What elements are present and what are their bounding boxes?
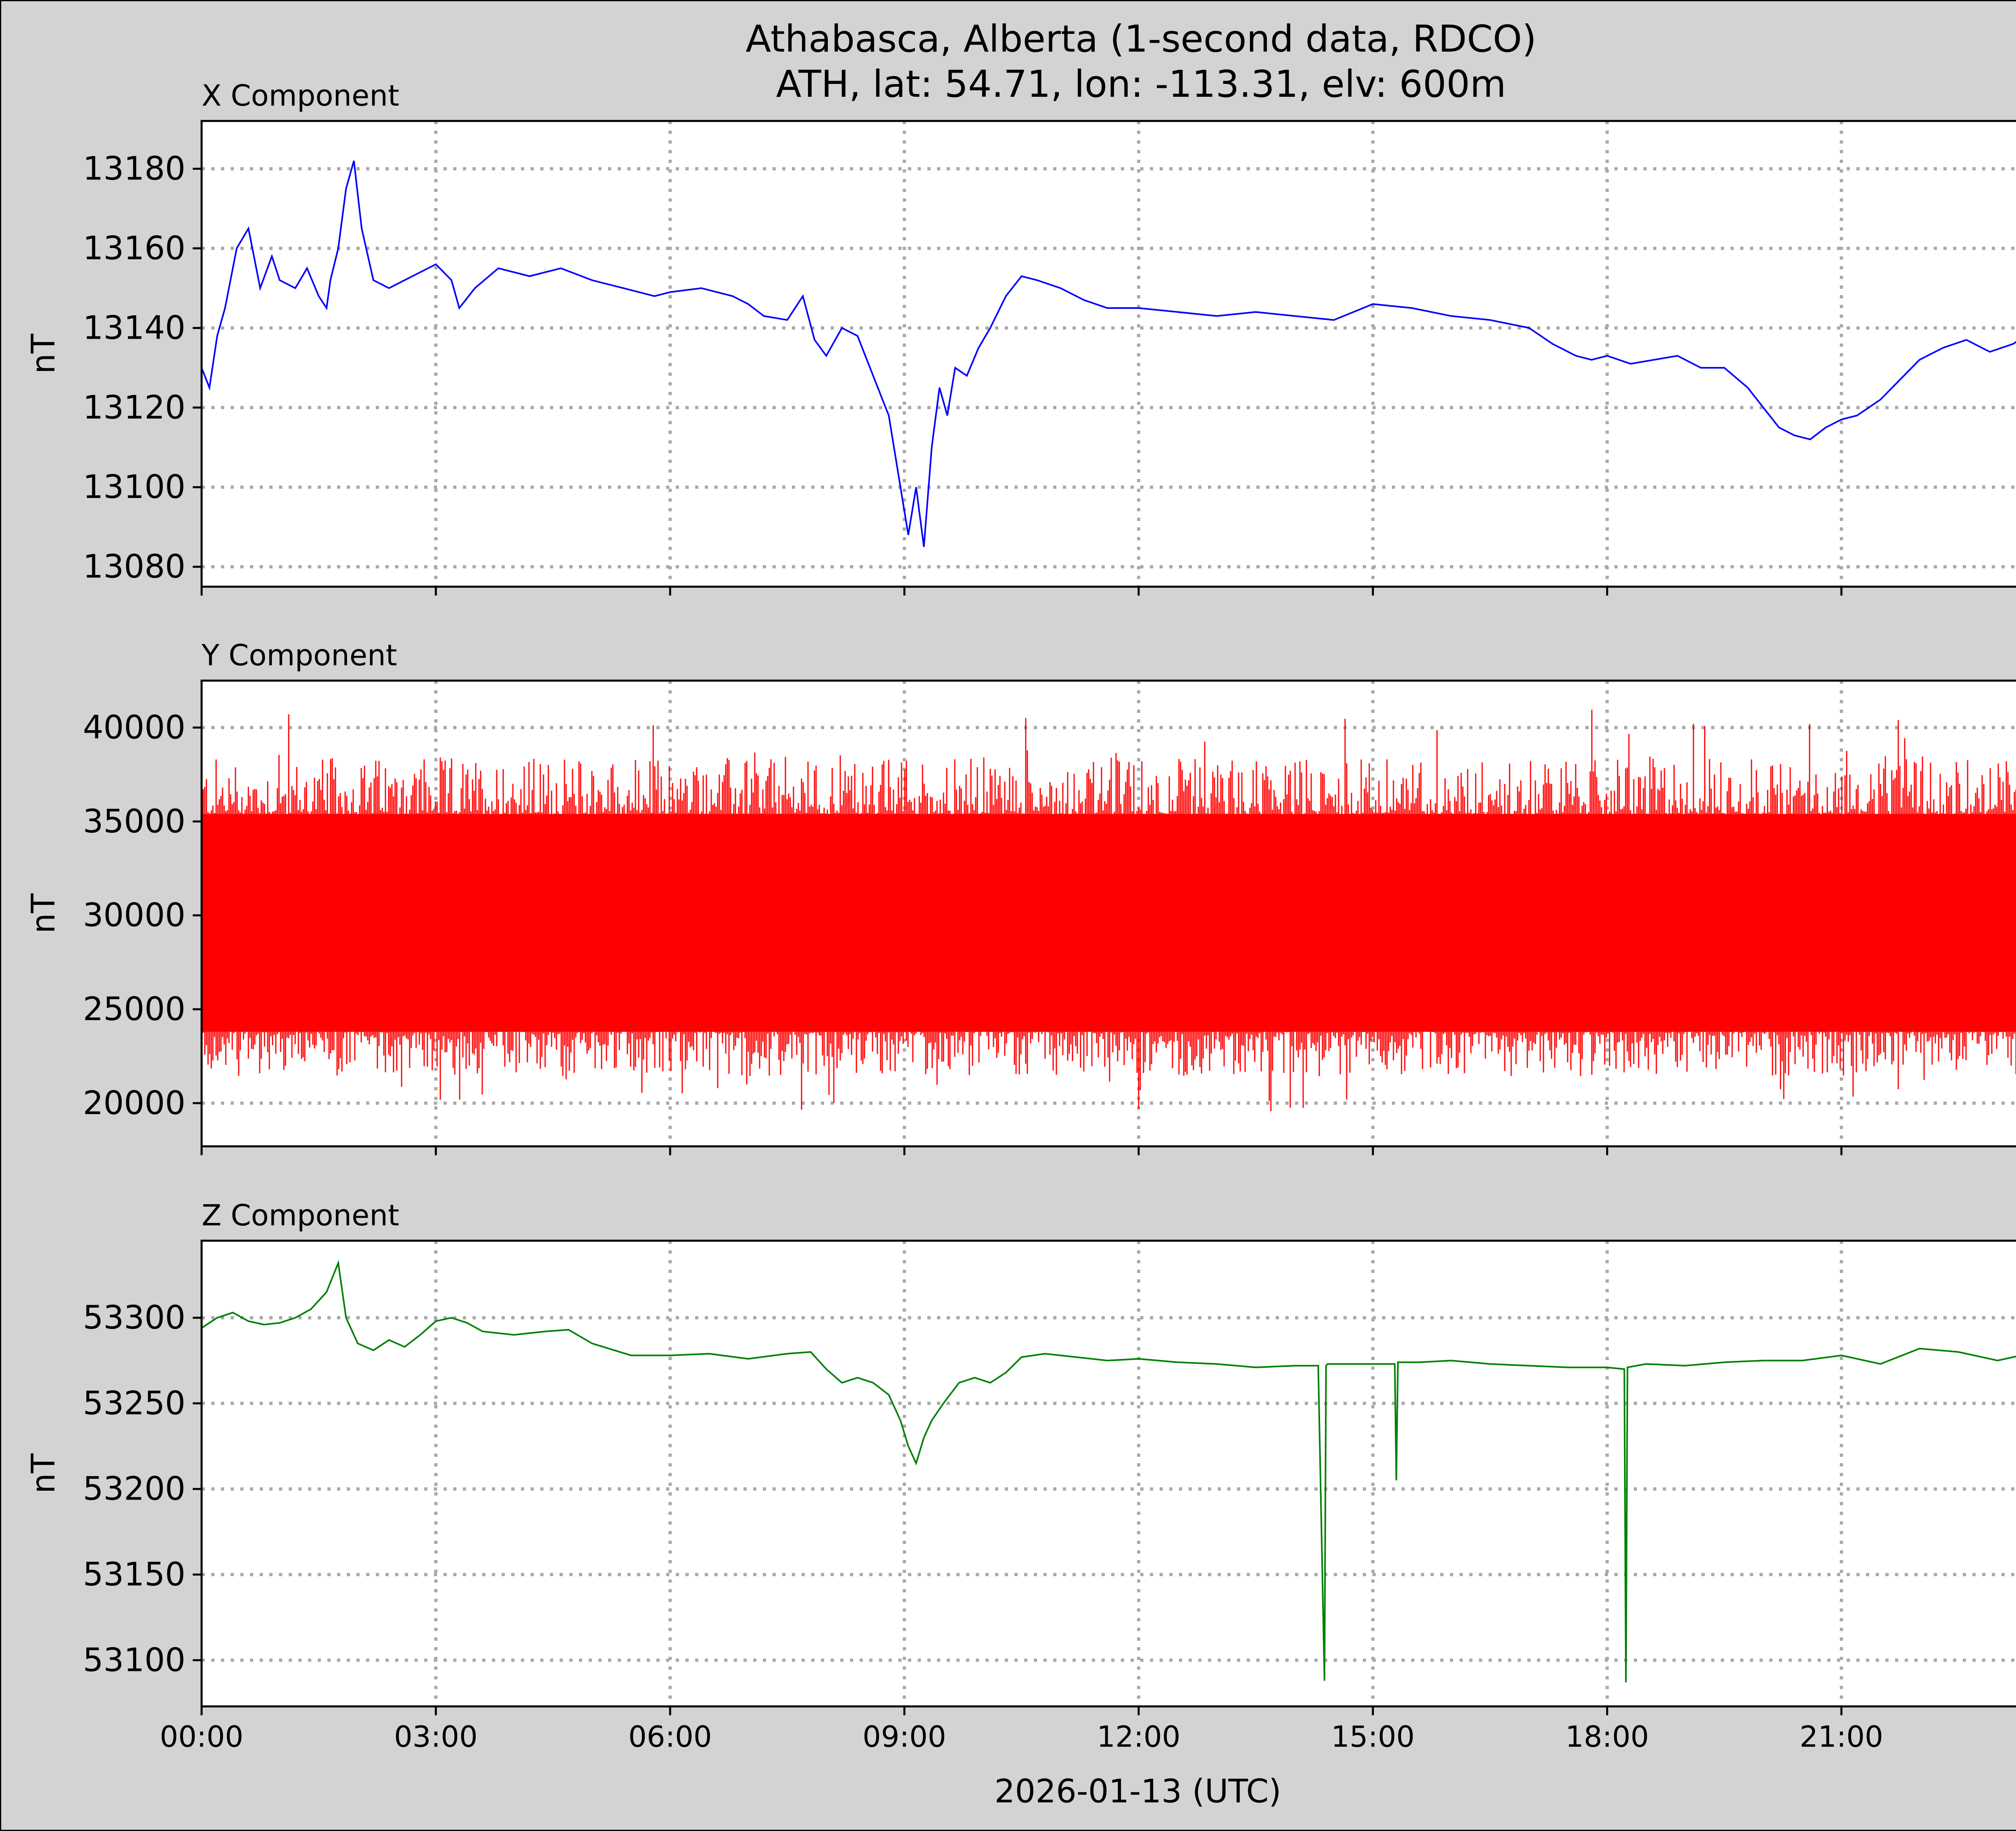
y-tick-label: 25000	[83, 990, 186, 1028]
panel-2: Y Component nT 20000 25000 30000 35000 40000	[25, 638, 2016, 1155]
x-tick-label: 06:00	[628, 1720, 712, 1754]
x-tick-label: 12:00	[1097, 1720, 1181, 1754]
y-tick-label: 13080	[83, 548, 186, 585]
y-axis-label: nT	[25, 333, 62, 374]
plot-frame	[200, 1239, 2016, 1708]
y-tick-label: 20000	[83, 1084, 186, 1122]
panels: X Component nT 13080 13100 13120 13140 13160 13…	[25, 79, 2016, 1754]
plot-frame	[200, 120, 2016, 588]
y-tick-label: 40000	[83, 708, 186, 746]
series-band	[202, 710, 2016, 1111]
y-tick-label: 13120	[83, 389, 186, 426]
plot-area	[202, 1241, 2016, 1706]
panel-title: Z Component	[202, 1198, 399, 1232]
x-axis-label: 2026-01-13 (UTC)	[994, 1773, 1281, 1810]
x-tick-label: 21:00	[1799, 1720, 1883, 1754]
y-tick-label: 30000	[83, 896, 186, 934]
y-tick-label: 13180	[83, 150, 186, 187]
panel-title: Y Component	[201, 638, 397, 672]
y-tick-label: 13160	[83, 229, 186, 267]
x-tick-label: 15:00	[1331, 1720, 1415, 1754]
x-tick-label: 09:00	[862, 1720, 946, 1754]
panel-3: Z Component nT 00:00 03:00 06:00 09:00 12:00 15…	[25, 1198, 2016, 1754]
plot-area	[202, 121, 2016, 587]
y-tick-label: 53150	[83, 1556, 186, 1593]
y-axis-label: nT	[25, 893, 62, 934]
y-tick-label: 13100	[83, 468, 186, 506]
y-axis-label: nT	[25, 1453, 62, 1494]
series-core	[202, 814, 2016, 1032]
y-tick-label: 53300	[83, 1299, 186, 1336]
figure-title-line1: Athabasca, Alberta (1-second data, RDCO)	[746, 17, 1536, 60]
x-tick-label: 00:00	[160, 1720, 244, 1754]
y-tick-label: 13140	[83, 309, 186, 346]
series-line	[202, 1260, 2016, 1683]
y-tick-label: 35000	[83, 802, 186, 840]
x-tick-label: 18:00	[1565, 1720, 1649, 1754]
figure-title-line2: ATH, lat: 54.71, lon: -113.31, elv: 600m	[776, 62, 1506, 106]
panel-1: X Component nT 13080 13100 13120 13140 13160 13…	[25, 79, 2016, 596]
y-tick-label: 53200	[83, 1470, 186, 1508]
x-tick-label: 03:00	[394, 1720, 478, 1754]
plot-frame	[200, 679, 2016, 1148]
y-tick-label: 53250	[83, 1384, 186, 1422]
panel-title: X Component	[202, 79, 399, 112]
y-tick-label: 53100	[83, 1641, 186, 1679]
